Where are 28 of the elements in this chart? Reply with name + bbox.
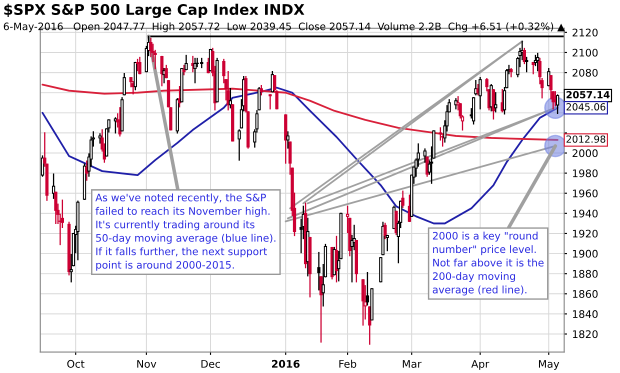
y-tick-label: 1960: [572, 189, 598, 198]
y-tick-label: 2100: [572, 48, 598, 57]
y-tick-label: 1820: [572, 330, 598, 338]
y-tick-label: 1980: [572, 169, 598, 178]
x-tick-label: Mar: [402, 360, 422, 368]
annotation: 2045.06: [566, 103, 606, 111]
x-tick-label: 2016: [272, 360, 300, 368]
annotation: 2000 is a key "round number" price level. Not far above it is the 200-day moving average (red line).: [432, 232, 544, 296]
y-tick-label: 1880: [572, 270, 598, 278]
y-tick-label: 2120: [572, 28, 598, 36]
y-tick-label: 1900: [572, 250, 598, 258]
y-tick-label: 2000: [572, 149, 598, 158]
y-tick-label: 1940: [572, 210, 598, 218]
x-tick-label: Dec: [201, 360, 220, 368]
y-tick-label: 1920: [572, 230, 598, 238]
annotation: 2012.98: [566, 135, 606, 143]
annotation: 2057.14: [566, 91, 610, 98]
chart-subtitle: 6-May-2016 Open 2047.77 High 2057.72 Low 2039.45 Close 2057.14 Volume 2.2B Chg +6.51 (+0.32%) ▲: [4, 22, 565, 32]
y-tick-label: 1860: [572, 290, 598, 298]
x-tick-label: Oct: [67, 360, 84, 368]
y-tick-label: 1840: [572, 310, 598, 318]
x-tick-label: Nov: [137, 360, 156, 368]
y-tick-label: 2080: [572, 68, 598, 77]
annotation: As we've noted recently, the S&P failed to reach its November high. It's currently trading around its 50-day moving average (blue line). If it falls further, the next support point is around 2000-2015.: [95, 193, 276, 271]
x-tick-label: May: [538, 360, 560, 370]
x-tick-label: Feb: [339, 360, 356, 368]
chart-title: $SPX S&P 500 Large Cap Index INDX: [4, 4, 304, 18]
x-tick-label: Apr: [471, 360, 490, 370]
